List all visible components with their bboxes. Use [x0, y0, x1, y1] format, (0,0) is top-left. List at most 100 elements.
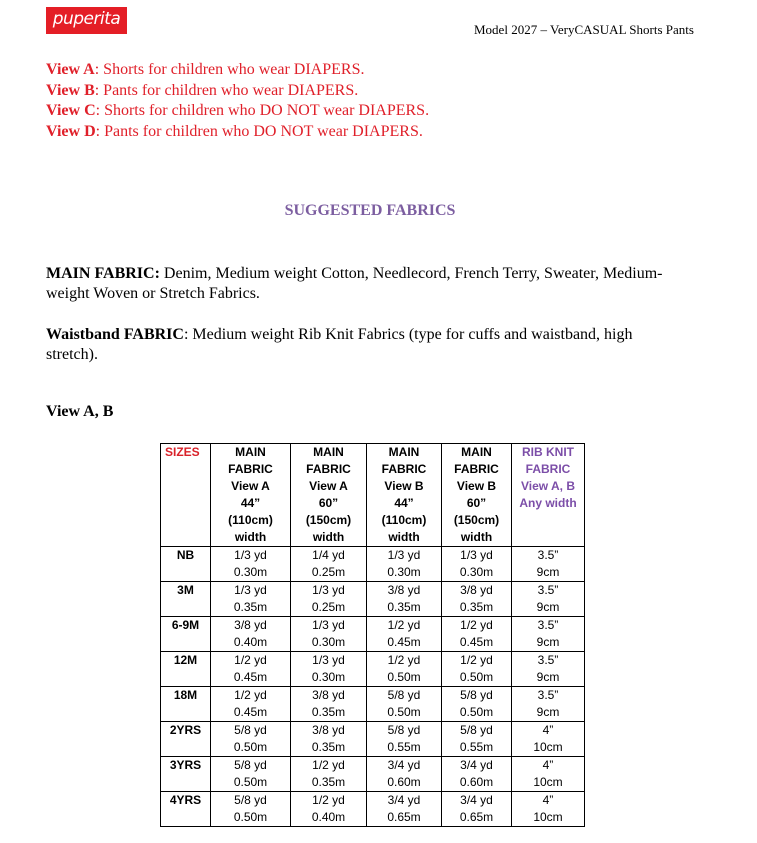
header-line: SIZES	[165, 445, 200, 459]
waistband-fabric-label: Waistband FABRIC	[46, 326, 184, 343]
yard-amount: 1/2 yd	[234, 688, 267, 702]
header-line: 60”	[466, 496, 487, 510]
metric-amount: 0.50m	[387, 670, 421, 684]
yard-amount: 3/4 yd	[387, 793, 421, 807]
yard-amount: 3/4 yd	[387, 758, 421, 772]
amount-cell: 3/4 yd 0.65m	[366, 791, 442, 827]
main-fabric-paragraph: MAIN FABRIC: Denim, Medium weight Cotton…	[46, 264, 686, 304]
yard-amount: 1/3 yd	[234, 583, 267, 597]
metric-amount: 10cm	[533, 740, 563, 754]
amount-cell: 4” 10cm	[511, 721, 585, 757]
main-fabric-text: Denim, Medium weight Cotton, Needlecord,…	[46, 265, 663, 302]
yard-amount: 5/8 yd	[234, 758, 267, 772]
size-cell: 4YRS	[160, 791, 211, 827]
view-label: View D	[46, 122, 96, 140]
column-header: MAIN FABRIC View A 60” (150cm) width	[290, 443, 367, 547]
amount-cell: 1/3 yd 0.25m	[290, 581, 367, 617]
metric-amount: 0.50m	[233, 810, 268, 824]
yard-amount: 3/4 yd	[460, 793, 493, 807]
metric-amount: 10cm	[533, 810, 563, 824]
amount-cell: 3/8 yd 0.40m	[210, 616, 291, 652]
yard-amount: 4”	[542, 723, 554, 737]
header-line: View A	[231, 479, 270, 493]
yard-amount: 3/8 yd	[387, 583, 421, 597]
yard-amount: 1/3 yd	[387, 548, 421, 562]
metric-amount: 0.25m	[311, 600, 346, 614]
size-cell: NB	[160, 546, 211, 582]
header-line: 44”	[394, 496, 414, 510]
yard-amount: 3.5”	[537, 618, 559, 632]
fabric-requirements-table: SIZES MAIN FABRIC View A 44” (110cm) width MAIN…	[160, 443, 585, 827]
amount-cell: 1/2 yd 0.45m	[210, 686, 291, 722]
header-line: Any width	[519, 496, 577, 510]
yard-amount: 1/3 yd	[312, 583, 345, 597]
views-list: View A: Shorts for children who wear DIA…	[46, 60, 429, 142]
view-text: : Shorts for children who wear DIAPERS.	[94, 61, 365, 78]
yard-amount: 3.5”	[537, 653, 559, 667]
header-line: View A, B	[520, 479, 576, 493]
amount-cell: 1/2 yd 0.40m	[290, 791, 367, 827]
yard-amount: 3.5”	[537, 583, 559, 597]
document-header: Model 2027 – VeryCASUAL Shorts Pants	[474, 22, 694, 37]
metric-amount: 0.55m	[459, 740, 494, 754]
metric-amount: 0.60m	[387, 775, 421, 789]
header-line: width	[460, 530, 493, 544]
yard-amount: 1/3 yd	[234, 548, 267, 562]
amount-cell: 5/8 yd 0.50m	[210, 791, 291, 827]
amount-cell: 1/3 yd 0.30m	[290, 651, 367, 687]
yard-amount: 5/8 yd	[234, 793, 267, 807]
metric-amount: 0.65m	[387, 810, 421, 824]
metric-amount: 0.50m	[459, 670, 494, 684]
metric-amount: 9cm	[536, 565, 560, 579]
metric-amount: 0.50m	[459, 705, 494, 719]
table-row: 3M 1/3 yd 0.35m 1/3 yd 0.25m 3/8 yd 0.35m 3/8 y…	[160, 581, 585, 617]
waistband-fabric-text: : Medium weight Rib Knit Fabrics (type f…	[46, 326, 633, 363]
metric-amount: 0.40m	[233, 635, 268, 649]
amount-cell: 1/3 yd 0.35m	[210, 581, 291, 617]
metric-amount: 0.45m	[387, 635, 421, 649]
metric-amount: 9cm	[536, 670, 560, 684]
header-line: MAIN	[235, 445, 266, 459]
metric-amount: 9cm	[536, 600, 560, 614]
header-line: View A	[309, 479, 348, 493]
view-label: View A	[46, 61, 95, 78]
table-row: 18M 1/2 yd 0.45m 3/8 yd 0.35m 5/8 yd 0.50m 5/8 …	[160, 686, 585, 722]
header-line: FABRIC	[381, 462, 427, 476]
metric-amount: 0.45m	[459, 635, 494, 649]
metric-amount: 9cm	[536, 635, 560, 649]
header-line: (150cm)	[305, 513, 352, 527]
view-item: View B: Pants for children who wear DIAP…	[46, 81, 429, 102]
amount-cell: 5/8 yd 0.50m	[366, 686, 442, 722]
header-line: width	[234, 530, 267, 544]
header-line: width	[388, 530, 420, 544]
main-fabric-label: MAIN FABRIC:	[46, 265, 160, 282]
yard-amount: 1/2 yd	[387, 618, 421, 632]
yard-amount: 5/8 yd	[460, 723, 493, 737]
table-row: 4YRS 5/8 yd 0.50m 1/2 yd 0.40m 3/4 yd 0.65m 3/4…	[160, 791, 585, 827]
amount-cell: 1/3 yd 0.30m	[210, 546, 291, 582]
amount-cell: 5/8 yd 0.50m	[210, 721, 291, 757]
metric-amount: 0.35m	[459, 600, 494, 614]
yard-amount: 1/2 yd	[460, 618, 493, 632]
table-row: 12M 1/2 yd 0.45m 1/3 yd 0.30m 1/2 yd 0.50m 1/2 …	[160, 651, 585, 687]
header-line: 44”	[240, 496, 261, 510]
metric-amount: 0.35m	[311, 740, 346, 754]
amount-cell: 3.5” 9cm	[511, 686, 585, 722]
size-cell: 6-9M	[160, 616, 211, 652]
yard-amount: 1/3 yd	[312, 618, 345, 632]
yard-amount: 1/3 yd	[460, 548, 493, 562]
amount-cell: 5/8 yd 0.55m	[441, 721, 512, 757]
yard-amount: 4”	[542, 793, 554, 807]
view-item: View A: Shorts for children who wear DIA…	[46, 60, 429, 81]
metric-amount: 0.35m	[233, 600, 268, 614]
metric-amount: 0.45m	[233, 705, 268, 719]
view-label: View B	[46, 81, 95, 99]
metric-amount: 0.65m	[459, 810, 494, 824]
header-line: MAIN	[313, 445, 344, 459]
amount-cell: 5/8 yd 0.50m	[210, 756, 291, 792]
yard-amount: 5/8 yd	[387, 723, 421, 737]
view-text: : Pants for children who wear DIAPERS.	[94, 81, 359, 99]
metric-amount: 0.40m	[311, 810, 346, 824]
header-line: width	[312, 530, 345, 544]
amount-cell: 3.5” 9cm	[511, 581, 585, 617]
